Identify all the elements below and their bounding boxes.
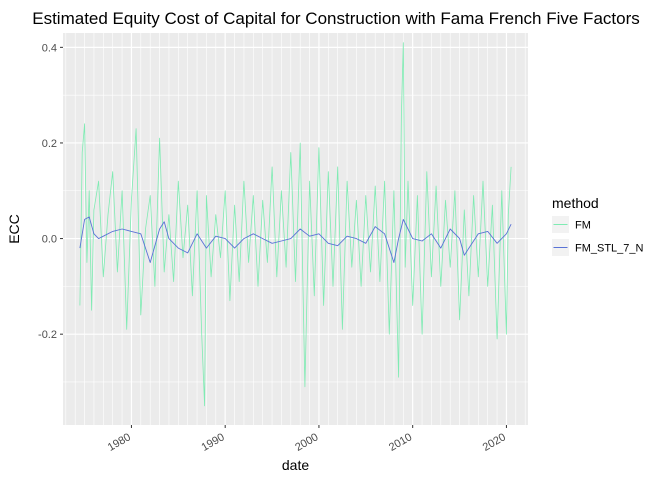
y-tick-label: 0.2 — [42, 138, 57, 150]
y-axis-ticks: -0.2 0.0 0.2 0.4 — [38, 42, 63, 341]
grid-minor — [63, 33, 528, 425]
x-tick-label: 2020 — [481, 431, 508, 454]
y-tick-label: 0.4 — [42, 42, 57, 54]
y-tick-label: -0.2 — [38, 329, 57, 341]
legend: method FM FM_STL_7_N — [552, 195, 644, 256]
x-tick-label: 1990 — [199, 431, 226, 454]
x-axis-ticks: 1980 1990 2000 2010 2020 — [106, 425, 508, 454]
series-line-fm — [79, 42, 512, 407]
y-tick-label: 0.0 — [42, 234, 57, 246]
x-axis-title: date — [282, 457, 309, 473]
series-line-fm-stl-7-n — [79, 216, 512, 263]
y-axis-title: ECC — [6, 214, 22, 244]
plot-panel — [63, 33, 528, 425]
x-tick-label: 2000 — [293, 431, 320, 454]
legend-title: method — [552, 195, 599, 211]
x-tick-label: 2010 — [387, 431, 414, 454]
legend-label: FM_STL_7_N — [575, 243, 644, 255]
series-layer — [79, 42, 512, 407]
legend-label: FM — [575, 220, 591, 232]
x-tick-label: 1980 — [106, 431, 133, 454]
grid-major — [63, 33, 528, 425]
chart-title: Estimated Equity Cost of Capital for Con… — [32, 9, 640, 28]
